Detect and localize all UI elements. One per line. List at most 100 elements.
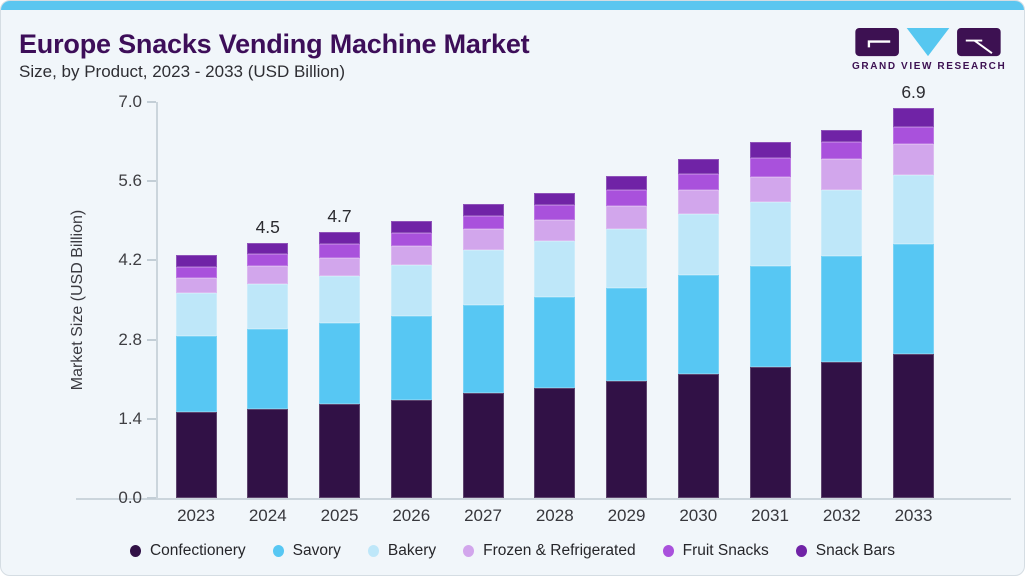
x-tick-label-2029: 2029: [607, 506, 646, 525]
bar-2026: [390, 102, 432, 498]
segment-bakery-2025: [319, 276, 360, 324]
segment-fruit-snacks-2025: [319, 244, 360, 258]
bar-2030: [677, 102, 719, 498]
segment-frozen-refrigerated-2030: [677, 190, 719, 215]
x-tick-label-2023: 2023: [177, 506, 215, 525]
segment-snack-bars-2030: [677, 158, 719, 174]
segment-snack-bars-2033: [893, 107, 934, 128]
segment-frozen-refrigerated-2032: [821, 159, 863, 191]
segment-confectionery-2029: [606, 381, 647, 498]
y-tick-label-4.2: 4.2: [118, 250, 142, 270]
bar-2027: [462, 102, 504, 498]
segment-frozen-refrigerated-2026: [390, 246, 432, 265]
legend-item-confectionery: Confectionery: [129, 542, 246, 560]
segment-fruit-snacks-2027: [462, 215, 504, 230]
legend-label-bakery: Bakery: [387, 542, 437, 559]
brand-name: GRAND VIEW RESEARCH: [852, 61, 1007, 72]
segment-snack-bars-2023: [175, 254, 217, 267]
legend-dot-frozen-refrigerated: [463, 545, 475, 557]
segment-confectionery-2023: [175, 412, 217, 498]
segment-bakery-2026: [390, 264, 432, 316]
segment-confectionery-2028: [534, 387, 576, 498]
segment-confectionery-2032: [821, 362, 863, 498]
segment-savory-2025: [319, 323, 360, 404]
segment-confectionery-2033: [893, 353, 934, 498]
segment-frozen-refrigerated-2027: [462, 229, 504, 250]
segment-fruit-snacks-2023: [175, 266, 217, 278]
bar-2031: [749, 102, 791, 498]
total-label-2025: 4.7: [327, 206, 352, 227]
segment-fruit-snacks-2028: [534, 204, 576, 220]
segment-savory-2029: [606, 287, 647, 382]
segment-confectionery-2027: [462, 393, 504, 498]
legend-item-fruit-snacks: Fruit Snacks: [662, 542, 769, 560]
x-tick-label-2025: 2025: [320, 506, 359, 525]
segment-bakery-2030: [677, 214, 719, 276]
legend-item-frozen-refrigerated: Frozen & Refrigerated: [463, 542, 636, 560]
segment-snack-bars-2027: [462, 203, 504, 216]
segment-frozen-refrigerated-2028: [534, 219, 576, 242]
y-tick-mark-0.0: [147, 497, 156, 499]
bar-2032: [821, 102, 863, 498]
segment-fruit-snacks-2024: [247, 254, 289, 266]
y-tick-mark-5.6: [147, 180, 156, 183]
segment-savory-2024: [247, 328, 289, 409]
segment-bakery-2027: [462, 249, 504, 306]
segment-savory-2032: [821, 255, 863, 363]
segment-fruit-snacks-2033: [893, 127, 934, 145]
segment-frozen-refrigerated-2024: [247, 265, 289, 285]
top-accent-bar: [1, 1, 1024, 10]
x-axis-line: [76, 498, 1011, 500]
segment-savory-2026: [390, 315, 432, 400]
y-tick-label-2.8: 2.8: [118, 329, 142, 349]
segment-bakery-2032: [821, 190, 863, 256]
segment-confectionery-2024: [247, 408, 289, 498]
y-tick-mark-7.0: [147, 101, 156, 103]
x-tick-label-2024: 2024: [248, 506, 287, 525]
bar-2028: [534, 102, 576, 498]
legend-label-frozen-refrigerated: Frozen & Refrigerated: [483, 542, 636, 559]
segment-savory-2031: [749, 265, 791, 368]
x-tick-label-2030: 2030: [679, 506, 718, 525]
legend-item-bakery: Bakery: [367, 542, 437, 560]
y-tick-label-1.4: 1.4: [118, 408, 142, 428]
segment-fruit-snacks-2029: [606, 190, 647, 207]
segment-savory-2028: [534, 296, 576, 388]
segment-savory-2030: [677, 275, 719, 374]
segment-frozen-refrigerated-2033: [893, 144, 934, 175]
segment-snack-bars-2029: [606, 175, 647, 191]
segment-frozen-refrigerated-2031: [749, 176, 791, 203]
segment-bakery-2024: [247, 284, 289, 329]
gvr-logo-icon: [855, 27, 1001, 57]
y-tick-mark-4.2: [147, 259, 156, 262]
segment-snack-bars-2032: [821, 130, 863, 142]
gvr-logo: GRAND VIEW RESEARCH: [852, 27, 1007, 72]
x-tick-label-2027: 2027: [464, 506, 502, 525]
segment-fruit-snacks-2026: [390, 232, 432, 247]
segment-bakery-2028: [534, 241, 576, 297]
segment-snack-bars-2026: [390, 220, 432, 233]
legend: Confectionery Savory Bakery Frozen & Refrig…: [1, 540, 1024, 562]
segment-confectionery-2026: [390, 399, 432, 498]
segment-bakery-2031: [749, 202, 791, 266]
y-tick-label-7.0: 7.0: [118, 92, 142, 111]
segment-fruit-snacks-2031: [749, 158, 791, 177]
y-tick-mark-2.8: [147, 338, 156, 341]
x-tick-label-2031: 2031: [751, 506, 789, 525]
segment-fruit-snacks-2032: [821, 141, 863, 160]
segment-bakery-2023: [175, 293, 217, 337]
segment-frozen-refrigerated-2029: [606, 206, 647, 229]
legend-dot-fruit-snacks: [662, 545, 674, 557]
x-tick-label-2032: 2032: [822, 506, 861, 525]
bar-2025: [319, 102, 360, 498]
segment-confectionery-2030: [677, 373, 719, 498]
segment-savory-2023: [175, 336, 217, 413]
legend-label-snack-bars: Snack Bars: [815, 542, 896, 559]
y-tick-label-5.6: 5.6: [118, 171, 142, 191]
legend-dot-bakery: [367, 545, 379, 557]
legend-dot-confectionery: [129, 545, 141, 557]
segment-bakery-2029: [606, 228, 647, 288]
segment-bakery-2033: [893, 174, 934, 244]
x-tick-label-2026: 2026: [392, 506, 431, 525]
segment-snack-bars-2025: [319, 232, 360, 244]
